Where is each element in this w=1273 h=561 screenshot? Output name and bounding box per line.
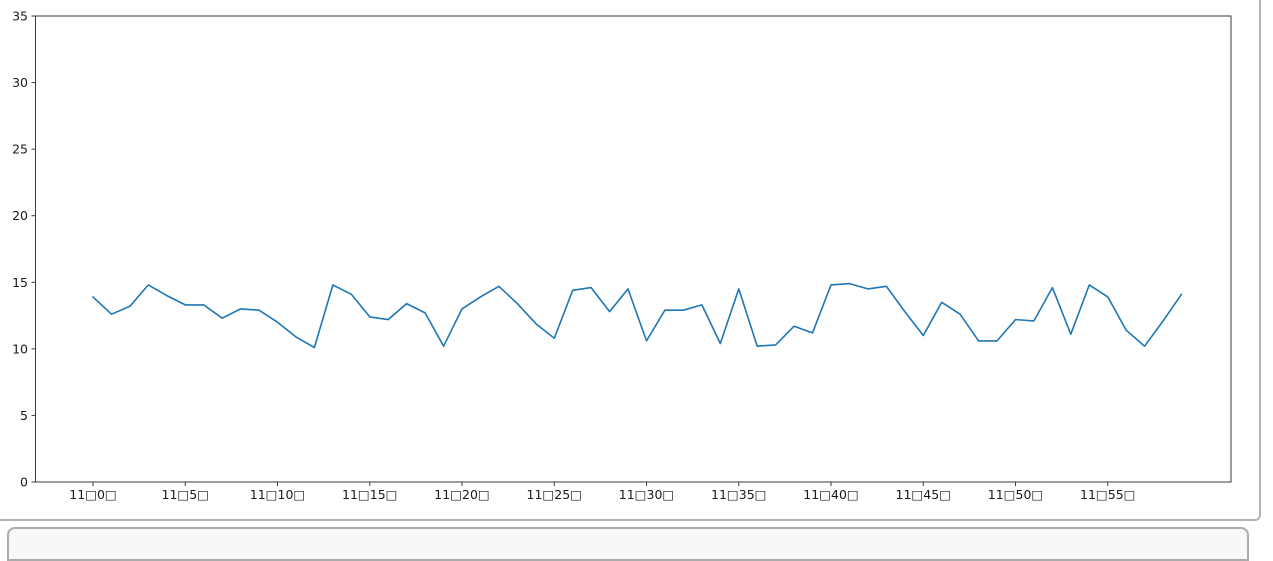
x-axis-tick-label: 11□0□ bbox=[69, 487, 116, 502]
x-axis-tick-label: 11□50□ bbox=[988, 487, 1043, 502]
x-axis-tick-label: 11□40□ bbox=[803, 487, 858, 502]
x-axis-tick-label: 11□5□ bbox=[162, 487, 209, 502]
figure-panel: 0 5 10 15 20 25 30 35 11□0□ 11□5□ 11□10□ 11□15□ 11□2… bbox=[0, 0, 1261, 521]
y-axis-tick-label: 15 bbox=[12, 275, 28, 290]
x-axis-tick-label: 11□35□ bbox=[711, 487, 766, 502]
y-axis-tick-label: 25 bbox=[12, 142, 28, 157]
x-axis-tick-label: 11□15□ bbox=[342, 487, 397, 502]
y-axis-tick-label: 30 bbox=[12, 75, 28, 90]
x-axis-tick-label: 11□20□ bbox=[434, 487, 489, 502]
next-cell-panel-top-edge bbox=[7, 527, 1249, 561]
x-axis-tick-label: 11□10□ bbox=[250, 487, 305, 502]
data-line bbox=[92, 282, 1183, 349]
y-axis-tick-label: 35 bbox=[12, 9, 28, 24]
x-axis-tick-label: 11□55□ bbox=[1080, 487, 1135, 502]
y-axis-tick-label: 20 bbox=[12, 208, 28, 223]
y-axis-tick-label: 0 bbox=[20, 475, 28, 490]
x-axis-tick-label: 11□30□ bbox=[619, 487, 674, 502]
x-axis-tick-label: 11□25□ bbox=[527, 487, 582, 502]
y-axis-tick-label: 10 bbox=[12, 341, 28, 356]
axes-frame bbox=[35, 15, 1232, 483]
y-axis-tick-label: 5 bbox=[20, 408, 28, 423]
line-chart: 0 5 10 15 20 25 30 35 11□0□ 11□5□ 11□10□ 11□15□ 11□2… bbox=[12, 9, 1232, 502]
x-axis-tick-label: 11□45□ bbox=[896, 487, 951, 502]
